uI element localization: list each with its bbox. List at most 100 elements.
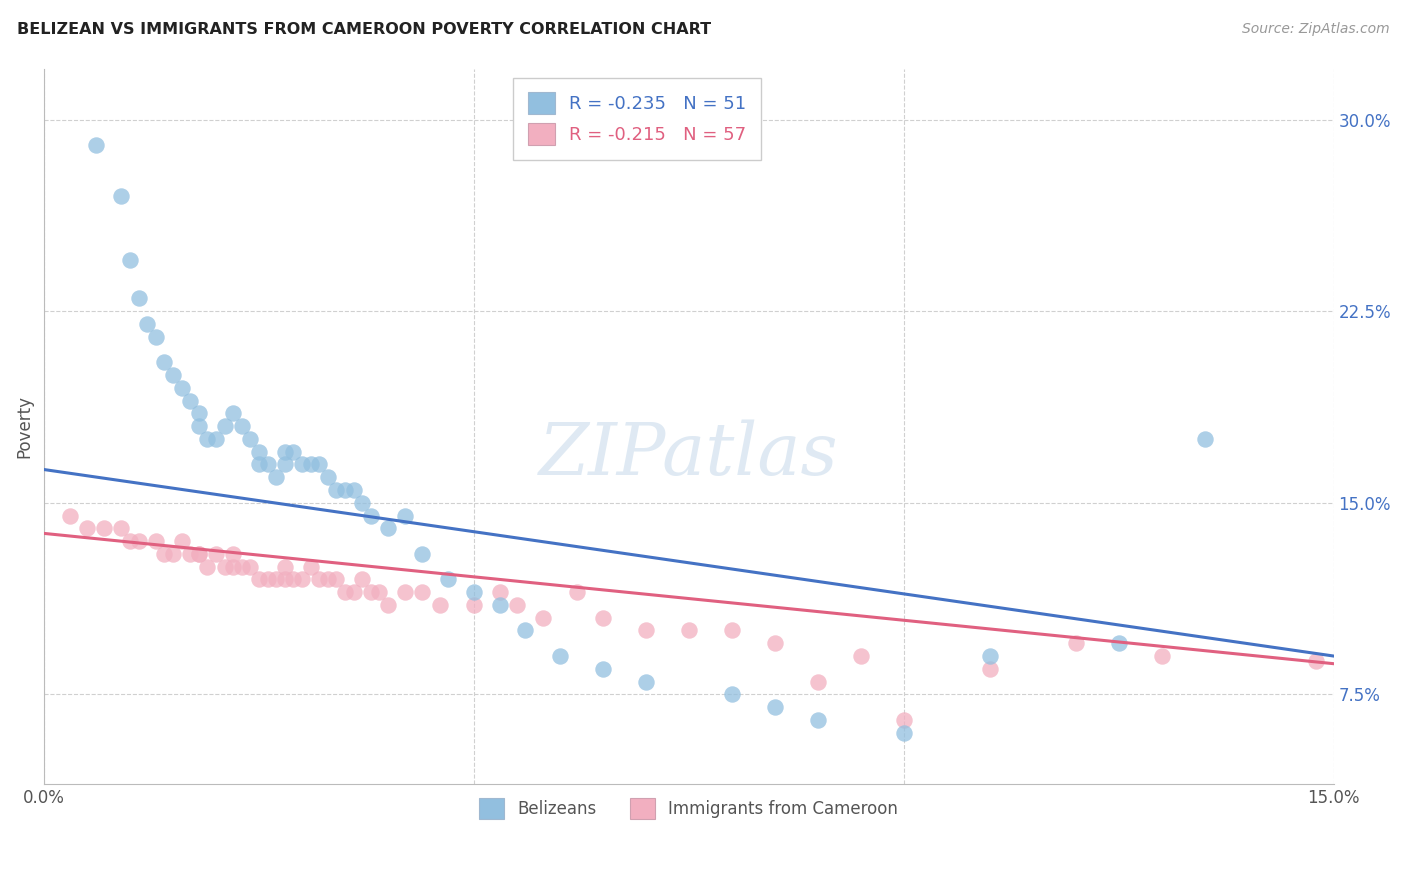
Point	[333, 585, 356, 599]
Point	[274, 559, 297, 574]
Point	[352, 496, 374, 510]
Point	[634, 674, 657, 689]
Point	[76, 521, 98, 535]
Point	[333, 483, 356, 497]
Point	[807, 713, 830, 727]
Point	[592, 662, 614, 676]
Point	[256, 573, 278, 587]
Point	[548, 648, 571, 663]
Point	[153, 547, 176, 561]
Text: Source: ZipAtlas.com: Source: ZipAtlas.com	[1241, 22, 1389, 37]
Point	[93, 521, 115, 535]
Point	[291, 573, 314, 587]
Point	[136, 317, 159, 331]
Point	[488, 585, 510, 599]
Point	[463, 585, 485, 599]
Point	[299, 458, 322, 472]
Point	[205, 547, 228, 561]
Point	[222, 406, 245, 420]
Point	[437, 573, 460, 587]
Point	[110, 521, 132, 535]
Point	[145, 329, 167, 343]
Point	[488, 598, 510, 612]
Point	[308, 573, 330, 587]
Point	[170, 381, 193, 395]
Point	[187, 406, 209, 420]
Point	[893, 725, 915, 739]
Point	[274, 444, 297, 458]
Point	[239, 432, 262, 446]
Point	[179, 393, 201, 408]
Point	[565, 585, 588, 599]
Point	[377, 521, 399, 535]
Point	[128, 292, 150, 306]
Point	[342, 483, 364, 497]
Point	[153, 355, 176, 369]
Point	[120, 253, 142, 268]
Point	[84, 138, 107, 153]
Point	[283, 444, 305, 458]
Point	[128, 534, 150, 549]
Point	[893, 713, 915, 727]
Text: BELIZEAN VS IMMIGRANTS FROM CAMEROON POVERTY CORRELATION CHART: BELIZEAN VS IMMIGRANTS FROM CAMEROON POV…	[17, 22, 711, 37]
Point	[325, 483, 347, 497]
Point	[979, 662, 1001, 676]
Point	[162, 547, 184, 561]
Y-axis label: Poverty: Poverty	[15, 394, 32, 458]
Point	[145, 534, 167, 549]
Point	[283, 573, 305, 587]
Point	[239, 559, 262, 574]
Point	[187, 547, 209, 561]
Point	[506, 598, 529, 612]
Point	[205, 432, 228, 446]
Point	[214, 419, 236, 434]
Point	[634, 624, 657, 638]
Point	[429, 598, 451, 612]
Point	[763, 636, 786, 650]
Point	[187, 419, 209, 434]
Point	[515, 624, 537, 638]
Point	[170, 534, 193, 549]
Point	[1150, 648, 1173, 663]
Point	[763, 700, 786, 714]
Point	[411, 585, 433, 599]
Point	[222, 547, 245, 561]
Point	[274, 458, 297, 472]
Point	[299, 559, 322, 574]
Point	[231, 419, 253, 434]
Point	[1064, 636, 1087, 650]
Point	[592, 610, 614, 624]
Point	[360, 508, 382, 523]
Point	[394, 585, 416, 599]
Point	[120, 534, 142, 549]
Point	[720, 624, 742, 638]
Point	[342, 585, 364, 599]
Text: ZIPatlas: ZIPatlas	[538, 419, 838, 490]
Point	[291, 458, 314, 472]
Point	[325, 573, 347, 587]
Point	[720, 687, 742, 701]
Point	[197, 559, 219, 574]
Point	[678, 624, 700, 638]
Point	[463, 598, 485, 612]
Point	[1108, 636, 1130, 650]
Point	[316, 573, 339, 587]
Point	[59, 508, 82, 523]
Point	[394, 508, 416, 523]
Point	[247, 444, 270, 458]
Point	[531, 610, 554, 624]
Point	[256, 458, 278, 472]
Point	[308, 458, 330, 472]
Point	[360, 585, 382, 599]
Point	[179, 547, 201, 561]
Point	[377, 598, 399, 612]
Point	[352, 573, 374, 587]
Point	[197, 432, 219, 446]
Point	[1305, 654, 1327, 668]
Point	[274, 573, 297, 587]
Legend: Belizeans, Immigrants from Cameroon: Belizeans, Immigrants from Cameroon	[472, 792, 905, 825]
Point	[368, 585, 391, 599]
Point	[110, 189, 132, 203]
Point	[264, 470, 287, 484]
Point	[187, 547, 209, 561]
